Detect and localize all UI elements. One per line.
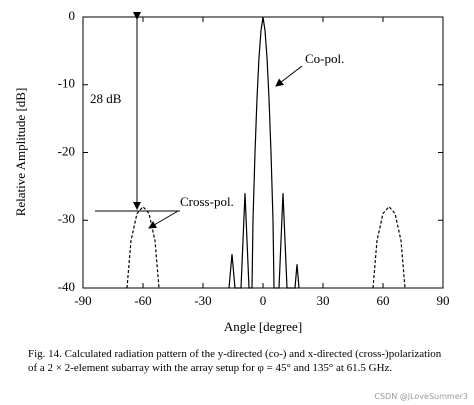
- series-line: [126, 205, 406, 289]
- y-tick-label: 0: [69, 8, 76, 23]
- chart: Angle [degree] Relative Amplitude [dB] 2…: [13, 8, 450, 334]
- series-line: [228, 16, 300, 289]
- y-tick-label: -20: [58, 143, 75, 158]
- series-label: Cross-pol.: [180, 194, 234, 209]
- x-tick-label: 0: [260, 293, 267, 308]
- x-tick-label: 30: [317, 293, 330, 308]
- label-arrow: [148, 210, 179, 229]
- x-tick-label: -30: [194, 293, 211, 308]
- annotation: 28 dB: [90, 91, 122, 106]
- x-tick-label: 60: [377, 293, 390, 308]
- label-arrow: [275, 65, 303, 87]
- series-label: Co-pol.: [305, 51, 344, 66]
- x-tick-label: -90: [74, 293, 91, 308]
- watermark: CSDN @JLoveSummer3: [374, 392, 468, 401]
- figure-caption: Fig. 14. Calculated radiation pattern of…: [28, 348, 442, 374]
- x-tick-label: 90: [437, 293, 450, 308]
- x-axis-label: Angle [degree]: [224, 319, 302, 334]
- y-axis-label: Relative Amplitude [dB]: [13, 88, 28, 217]
- x-tick-label: -60: [134, 293, 151, 308]
- y-tick-label: -10: [58, 76, 75, 91]
- y-tick-label: -30: [58, 211, 75, 226]
- y-tick-label: -40: [58, 279, 75, 294]
